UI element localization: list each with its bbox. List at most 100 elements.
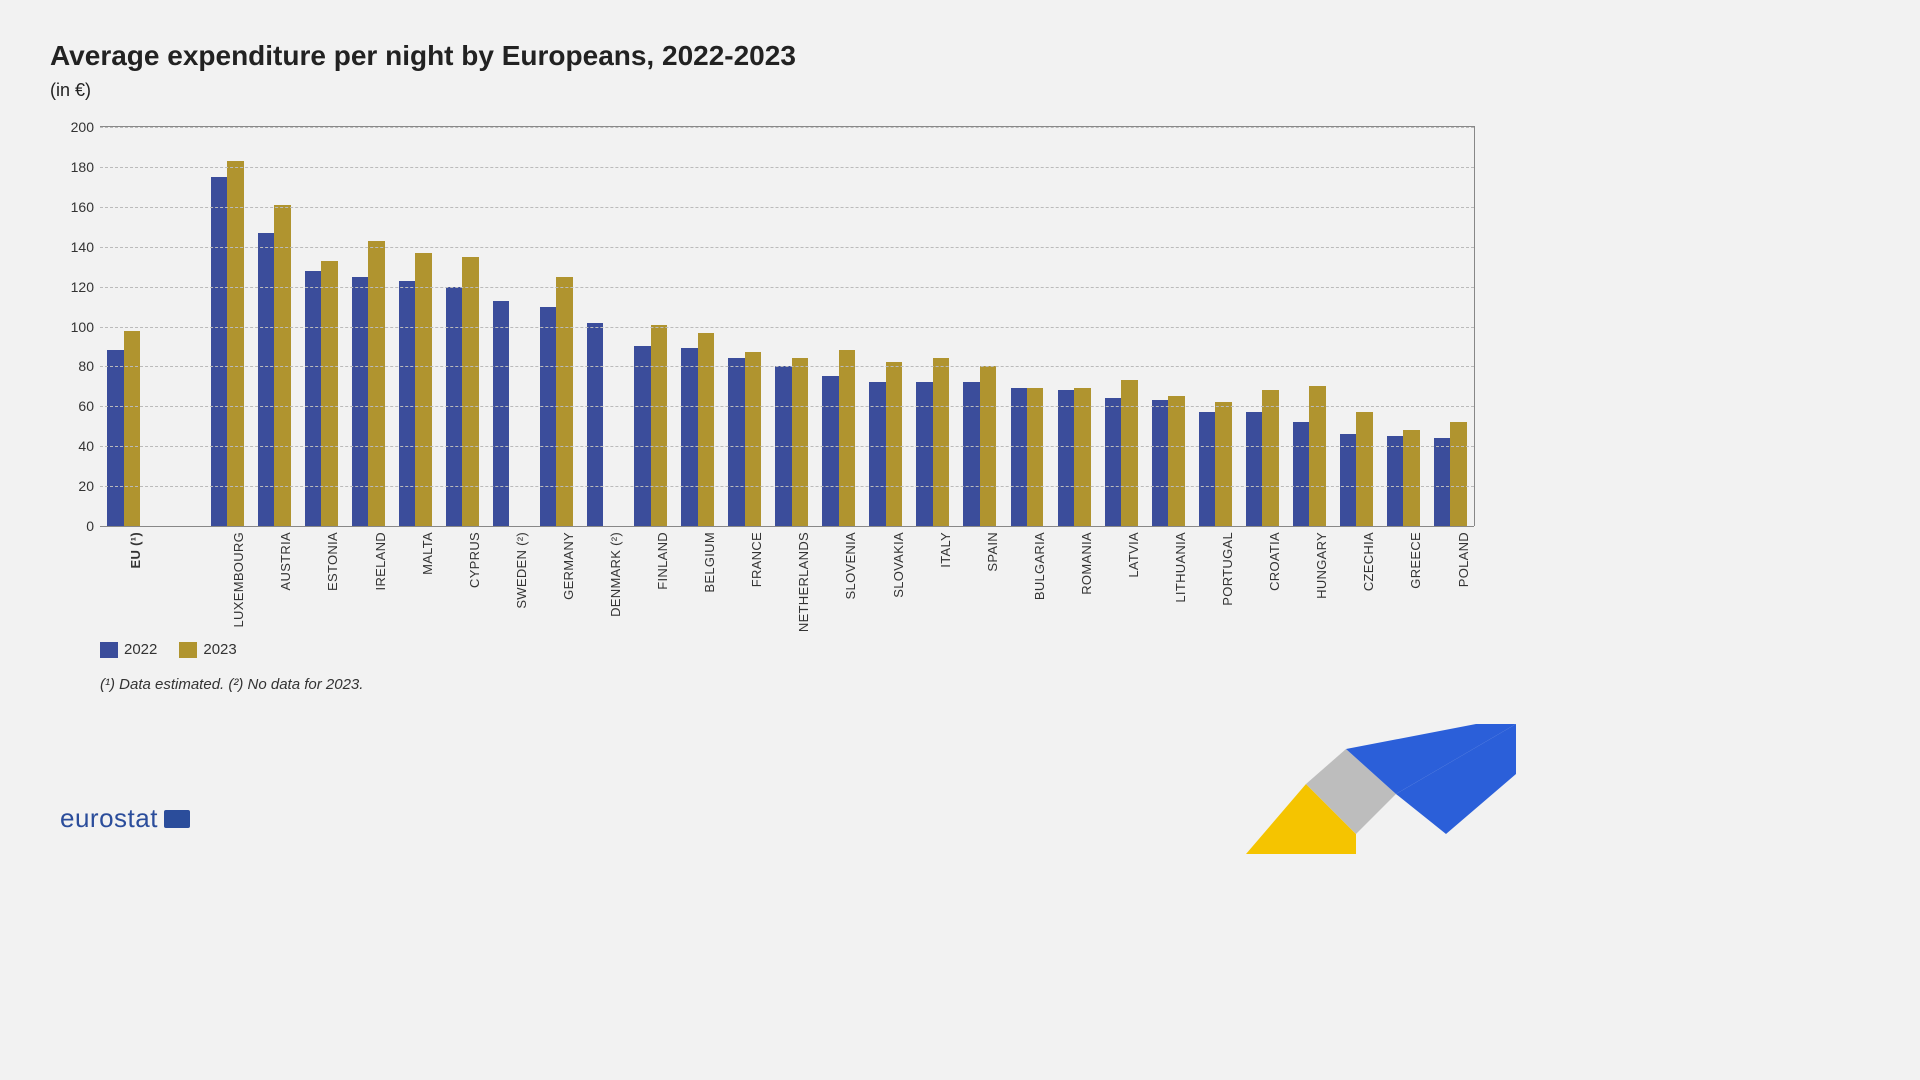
y-tick-label: 180	[71, 159, 94, 175]
bar	[839, 350, 855, 526]
bar	[107, 350, 123, 526]
bar	[124, 331, 140, 527]
bar	[399, 281, 415, 526]
bar	[415, 253, 431, 526]
bar	[305, 271, 321, 526]
bar	[1356, 412, 1372, 526]
bar	[1074, 388, 1090, 526]
x-tick-label: CROATIA	[1267, 532, 1282, 591]
brand-logo: eurostat	[60, 803, 190, 834]
x-tick-label: GERMANY	[561, 532, 576, 600]
y-tick-label: 100	[71, 319, 94, 335]
bar	[352, 277, 368, 526]
legend-item-2022: 2022	[100, 641, 157, 658]
bar	[1152, 400, 1168, 526]
bar	[1340, 434, 1356, 526]
decorative-swoosh-icon	[1246, 724, 1516, 854]
bar	[933, 358, 949, 526]
y-tick-label: 140	[71, 239, 94, 255]
gridline	[100, 327, 1474, 328]
chart-container: Average expenditure per night by Europea…	[0, 0, 1536, 864]
y-tick-label: 0	[86, 518, 94, 534]
bar	[963, 382, 979, 526]
x-tick-label: SLOVAKIA	[891, 532, 906, 598]
chart-subtitle: (in €)	[50, 80, 1486, 101]
y-tick-label: 80	[78, 358, 94, 374]
y-tick-label: 40	[78, 438, 94, 454]
plot-area: 020406080100120140160180200	[100, 126, 1475, 526]
brand-text: eurostat	[60, 803, 158, 834]
x-tick-label: PORTUGAL	[1220, 532, 1235, 606]
x-tick-label: SWEDEN (²)	[514, 532, 529, 609]
x-tick-label: HUNGARY	[1314, 532, 1329, 599]
footnote: (¹) Data estimated. (²) No data for 2023…	[100, 676, 1486, 693]
bar	[540, 307, 556, 526]
bar	[556, 277, 572, 526]
bar	[1168, 396, 1184, 526]
gridline	[100, 247, 1474, 248]
x-tick-label: SPAIN	[985, 532, 1000, 572]
x-tick-label: POLAND	[1456, 532, 1471, 587]
bar	[886, 362, 902, 526]
bar	[1262, 390, 1278, 526]
gridline	[100, 127, 1474, 128]
gridline	[100, 366, 1474, 367]
bar	[1309, 386, 1325, 526]
bar	[634, 346, 650, 526]
bar	[1387, 436, 1403, 526]
legend-label-2022: 2022	[124, 641, 157, 658]
bar	[869, 382, 885, 526]
bar	[587, 323, 603, 526]
x-tick-label: GREECE	[1408, 532, 1423, 589]
bar	[1058, 390, 1074, 526]
x-tick-label: SLOVENIA	[843, 532, 858, 599]
chart-title: Average expenditure per night by Europea…	[50, 40, 1486, 72]
x-tick-label: AUSTRIA	[278, 532, 293, 590]
bar	[493, 301, 509, 526]
bar	[698, 333, 714, 527]
bar	[1246, 412, 1262, 526]
chart-area: 020406080100120140160180200 EU (¹)LUXEMB…	[60, 121, 1480, 631]
x-tick-label: BULGARIA	[1032, 532, 1047, 600]
bar	[1450, 422, 1466, 526]
bar	[258, 233, 274, 526]
x-tick-label: ITALY	[938, 532, 953, 568]
legend-label-2023: 2023	[203, 641, 236, 658]
x-axis-labels: EU (¹)LUXEMBOURGAUSTRIAESTONIAIRELANDMAL…	[100, 526, 1475, 631]
bar	[792, 358, 808, 526]
bar	[1293, 422, 1309, 526]
bar	[745, 352, 761, 526]
bar	[368, 241, 384, 526]
bar	[916, 382, 932, 526]
y-tick-label: 200	[71, 119, 94, 135]
bar	[1011, 388, 1027, 526]
y-tick-label: 120	[71, 279, 94, 295]
x-tick-label: NETHERLANDS	[796, 532, 811, 632]
bar	[1199, 412, 1215, 526]
gridline	[100, 207, 1474, 208]
y-tick-label: 20	[78, 478, 94, 494]
bar	[211, 177, 227, 526]
bar	[227, 161, 243, 526]
bar	[1403, 430, 1419, 526]
gridline	[100, 167, 1474, 168]
x-tick-label: FRANCE	[749, 532, 764, 587]
legend-swatch-2022	[100, 642, 118, 658]
bar	[681, 348, 697, 526]
x-tick-label: LITHUANIA	[1173, 532, 1188, 603]
x-tick-label: CYPRUS	[467, 532, 482, 588]
x-tick-label: LUXEMBOURG	[231, 532, 246, 627]
gridline	[100, 486, 1474, 487]
gridline	[100, 446, 1474, 447]
x-tick-label: CZECHIA	[1361, 532, 1376, 591]
bar	[1105, 398, 1121, 526]
x-tick-label: LATVIA	[1126, 532, 1141, 578]
gridline	[100, 287, 1474, 288]
legend: 2022 2023	[100, 641, 1486, 658]
x-tick-label: FINLAND	[655, 532, 670, 590]
bar	[651, 325, 667, 526]
y-tick-label: 160	[71, 199, 94, 215]
bar	[822, 376, 838, 526]
bar	[1027, 388, 1043, 526]
x-tick-label: DENMARK (²)	[608, 532, 623, 617]
